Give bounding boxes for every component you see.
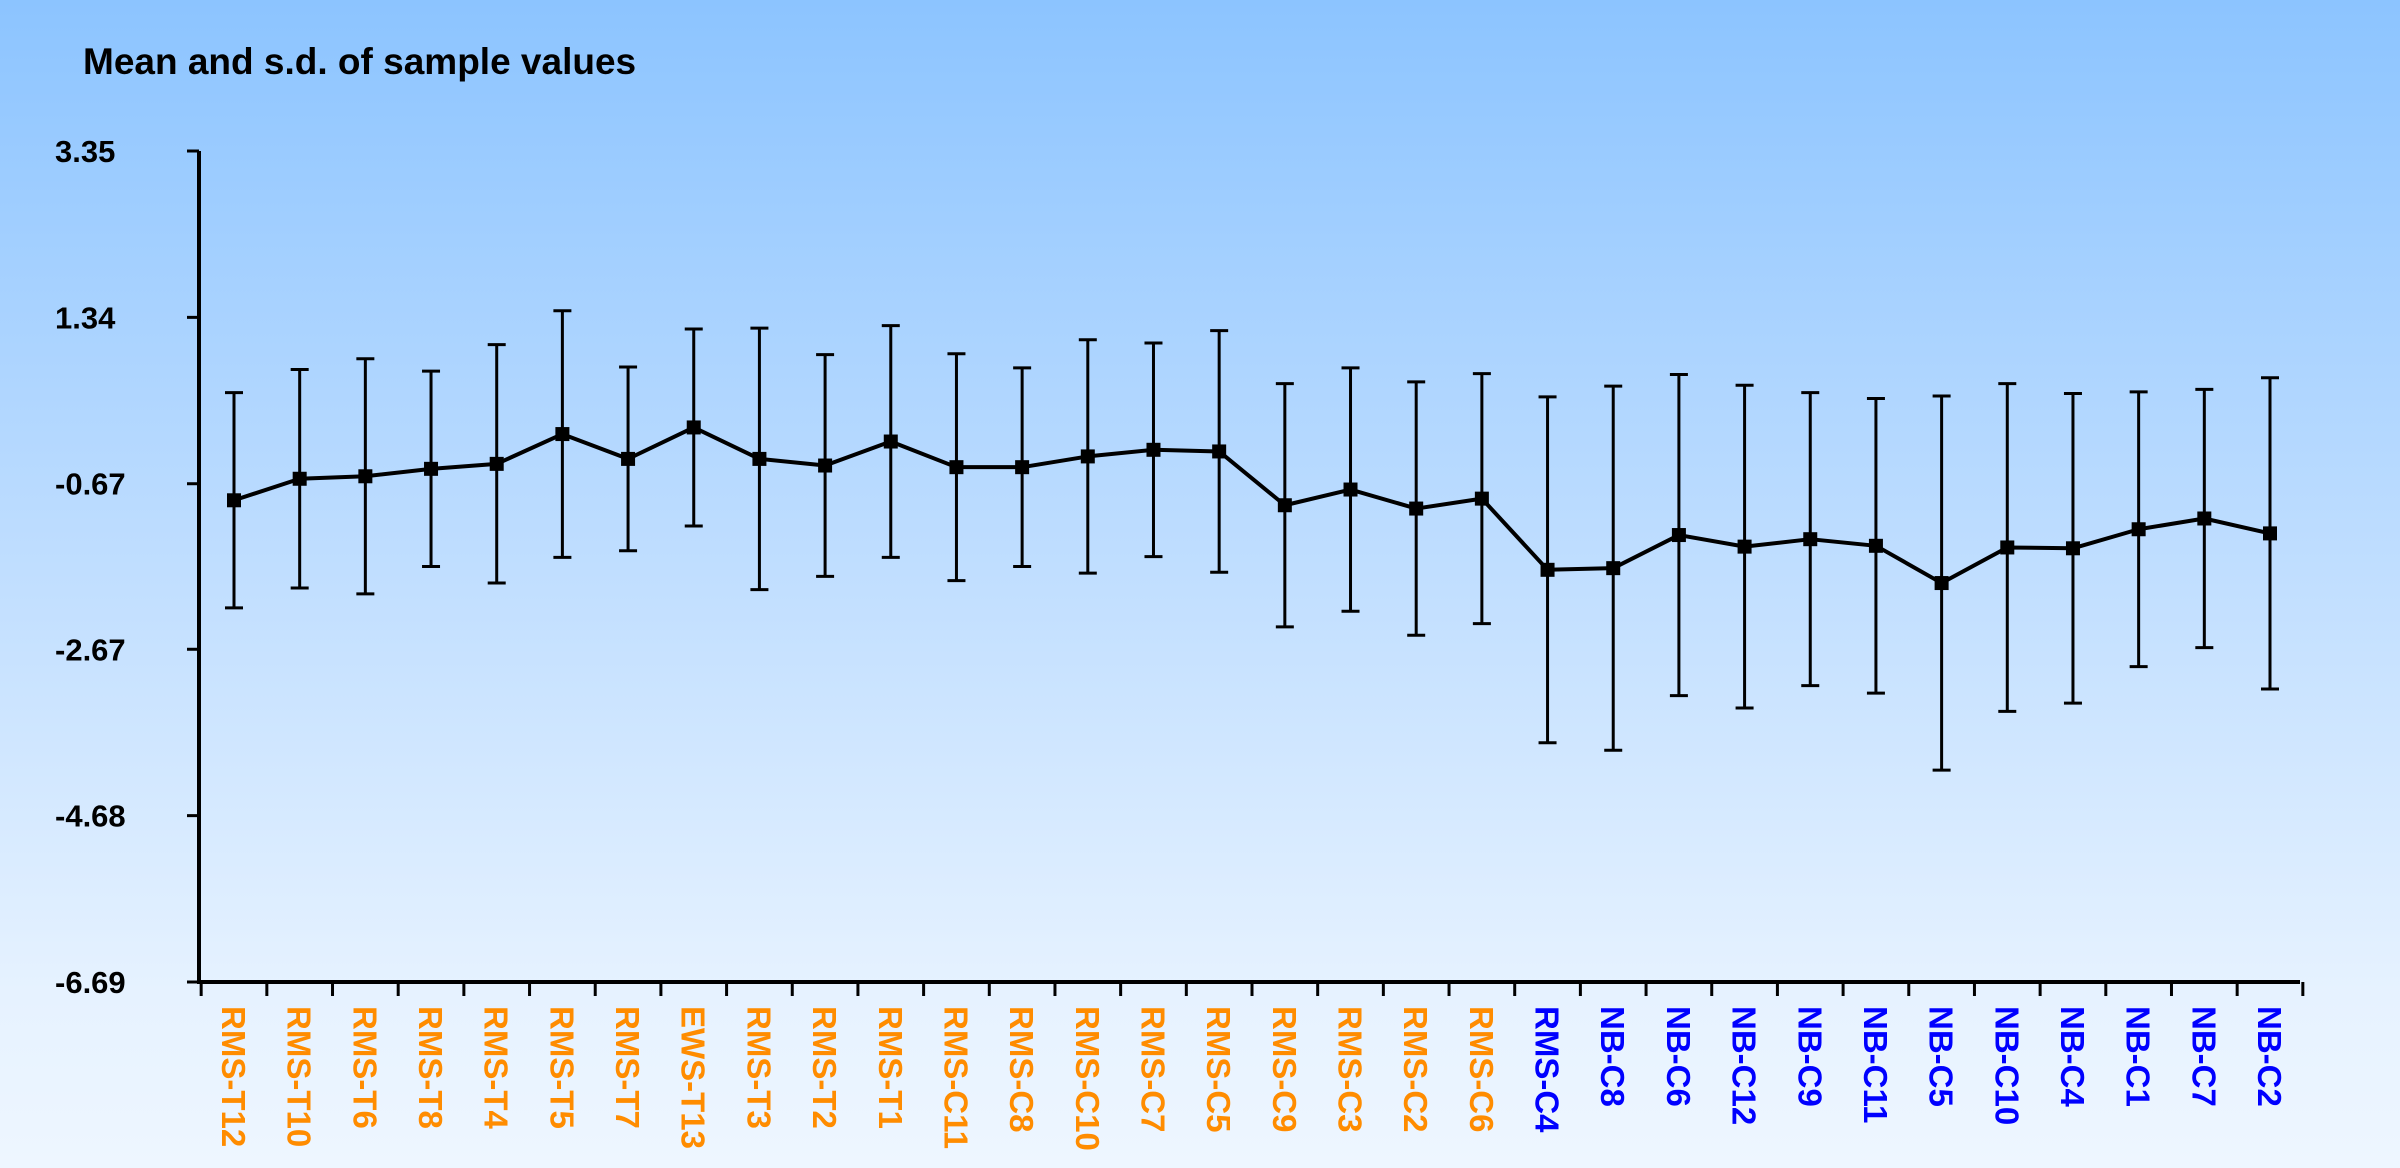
mean-point bbox=[2131, 522, 2146, 537]
x-tick-label: RMS-C10 bbox=[1069, 1006, 1106, 1151]
x-tick-label: RMS-C4 bbox=[1529, 1006, 1566, 1133]
x-tick-label: RMS-C5 bbox=[1200, 1006, 1237, 1133]
y-axis-ticks: 3.35 1.34 -0.67 -2.67 -4.68 -6.69 bbox=[55, 134, 199, 1000]
y-tick-label: -4.68 bbox=[55, 799, 126, 834]
x-tick-label: RMS-T10 bbox=[281, 1006, 318, 1147]
x-tick-label: NB-C8 bbox=[1594, 1006, 1631, 1107]
mean-point bbox=[1212, 444, 1227, 459]
x-tick-label: RMS-T1 bbox=[872, 1006, 909, 1129]
mean-point bbox=[818, 458, 833, 473]
x-tick-label: RMS-C7 bbox=[1134, 1006, 1171, 1133]
x-tick-label: RMS-C3 bbox=[1332, 1006, 1369, 1133]
mean-point bbox=[1540, 562, 1555, 577]
mean-line-layer bbox=[233, 425, 2271, 586]
mean-point bbox=[752, 451, 767, 466]
y-tick-label: 3.35 bbox=[55, 134, 115, 169]
mean-point bbox=[1606, 561, 1621, 576]
chart-title: Mean and s.d. of sample values bbox=[83, 41, 636, 82]
y-tick-label: -0.67 bbox=[55, 467, 126, 502]
mean-point bbox=[1343, 482, 1358, 497]
x-tick-label: NB-C7 bbox=[2185, 1006, 2222, 1107]
y-tick-label: -6.69 bbox=[55, 965, 126, 1000]
mean-point bbox=[489, 456, 504, 471]
mean-point bbox=[1409, 501, 1424, 516]
mean-point bbox=[949, 460, 964, 475]
mean-point bbox=[1277, 498, 1292, 513]
mean-series-line bbox=[233, 425, 2271, 586]
error-bars bbox=[225, 309, 2279, 772]
x-tick-label: RMS-C2 bbox=[1397, 1006, 1434, 1133]
mean-point bbox=[1080, 449, 1095, 464]
x-tick-label: NB-C11 bbox=[1857, 1006, 1894, 1123]
x-tick-label: RMS-T3 bbox=[740, 1006, 777, 1129]
mean-point bbox=[621, 451, 636, 466]
mean-point bbox=[2263, 526, 2277, 541]
x-tick-label: RMS-C6 bbox=[1463, 1006, 1500, 1133]
x-tick-label: NB-C1 bbox=[2120, 1006, 2157, 1107]
y-tick-label: -2.67 bbox=[55, 632, 126, 667]
y-tick-label: 1.34 bbox=[55, 300, 116, 335]
mean-point bbox=[1803, 532, 1818, 547]
mean-point bbox=[424, 461, 439, 476]
mean-point bbox=[1015, 460, 1030, 475]
mean-point bbox=[2065, 541, 2080, 556]
mean-point bbox=[292, 471, 307, 486]
x-tick-label: RMS-T5 bbox=[543, 1006, 580, 1129]
x-tick-label: RMS-T2 bbox=[806, 1006, 843, 1129]
x-tick-label: RMS-C11 bbox=[937, 1006, 974, 1149]
axes bbox=[197, 151, 2300, 984]
x-tick-label: NB-C4 bbox=[2054, 1006, 2091, 1107]
x-tick-label: RMS-T8 bbox=[412, 1006, 449, 1129]
mean-point bbox=[1737, 539, 1752, 554]
x-tick-label: NB-C6 bbox=[1660, 1006, 1697, 1107]
x-tick-label: NB-C5 bbox=[1923, 1006, 1960, 1107]
mean-point bbox=[1671, 528, 1686, 543]
mean-point bbox=[227, 493, 241, 508]
mean-point bbox=[1868, 538, 1883, 553]
x-tick-label: RMS-C8 bbox=[1003, 1006, 1040, 1133]
mean-point bbox=[358, 469, 373, 484]
x-tick-label: EWS-T13 bbox=[675, 1006, 712, 1149]
mean-point bbox=[1474, 491, 1489, 506]
x-tick-label: RMS-C9 bbox=[1266, 1006, 1303, 1133]
mean-point bbox=[686, 420, 701, 435]
x-tick-label: NB-C10 bbox=[1988, 1006, 2025, 1125]
x-axis-ticks: RMS-T12 RMS-T10 RMS-T6 RMS-T8 RMS-T4 RMS-T5 RM… bbox=[199, 982, 2305, 1151]
mean-point bbox=[1934, 576, 1949, 591]
x-tick-label: NB-C2 bbox=[2251, 1006, 2288, 1107]
x-tick-label: NB-C9 bbox=[1791, 1006, 1828, 1107]
x-tick-label: RMS-T7 bbox=[609, 1006, 646, 1129]
x-tick-label: RMS-T4 bbox=[478, 1006, 515, 1129]
x-tick-label: NB-C12 bbox=[1726, 1006, 1763, 1125]
mean-point bbox=[883, 434, 898, 449]
mean-point bbox=[2000, 540, 2015, 555]
mean-point bbox=[1146, 442, 1161, 457]
mean-points bbox=[227, 420, 2277, 591]
mean-point bbox=[2197, 511, 2212, 526]
x-tick-label: RMS-T6 bbox=[346, 1006, 383, 1129]
x-tick-label: RMS-T12 bbox=[215, 1006, 252, 1147]
mean-point bbox=[555, 427, 570, 442]
